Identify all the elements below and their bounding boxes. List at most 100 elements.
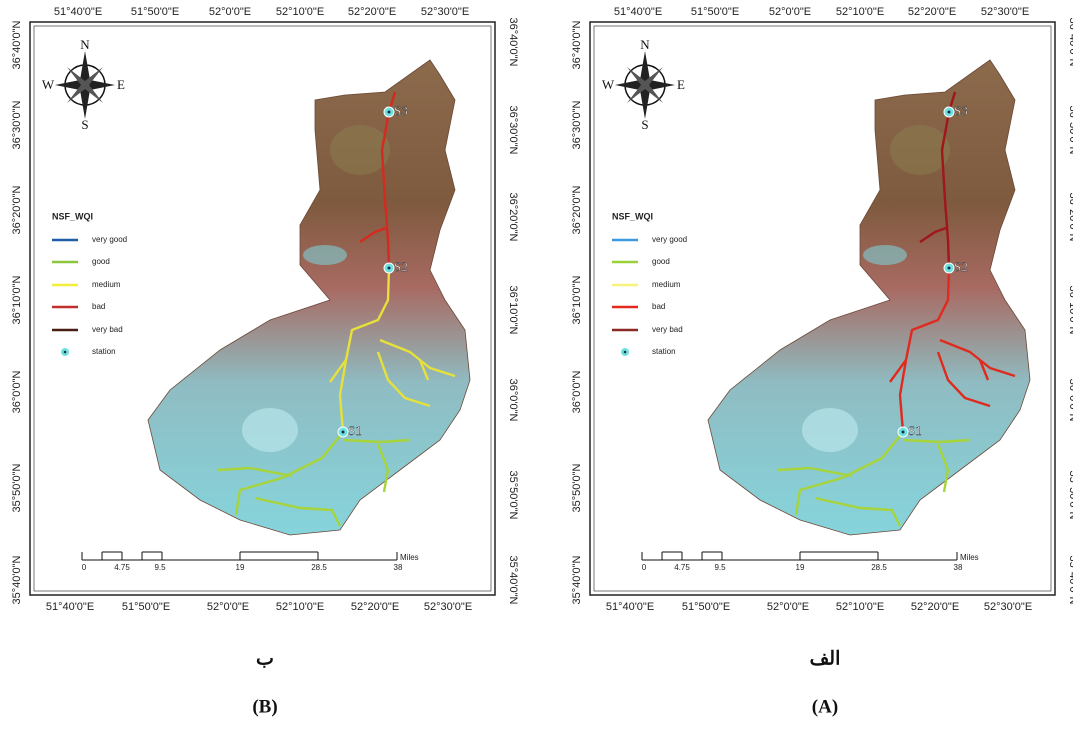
compass-label: S: [641, 117, 648, 132]
map-panel: 51°40'0"E 51°50'0"E 52°0'0"E 52°10'0"E 52°20…: [571, 6, 1073, 717]
top-tick-label: 52°10'0"E: [276, 6, 324, 18]
right-tick-label: 36°10'0"N: [1067, 286, 1073, 335]
station-dot: [948, 267, 951, 270]
terrain-patch: [863, 245, 907, 265]
legend-label: very bad: [652, 325, 683, 334]
scale-label: 4.75: [674, 563, 690, 572]
left-tick-label: 36°10'0"N: [571, 275, 583, 324]
left-tick-label: 36°10'0"N: [11, 275, 23, 324]
legend-label: station: [92, 347, 116, 356]
right-tick-label: 36°30'0"N: [1067, 106, 1073, 155]
legend-title: NSF_WQI: [612, 211, 653, 221]
right-tick-label: 36°0'0"N: [1067, 379, 1073, 422]
compass-label: E: [677, 77, 685, 92]
left-tick-label: 35°40'0"N: [11, 555, 23, 604]
compass-label: E: [117, 77, 125, 92]
scale-label: 28.5: [311, 563, 327, 572]
caption: الف: [810, 648, 841, 669]
compass-label: N: [80, 37, 90, 52]
right-tick-label: 35°40'0"N: [1067, 556, 1073, 605]
bottom-tick-label: 51°50'0"E: [122, 601, 170, 613]
scale-label: 9.5: [714, 563, 726, 572]
station-label: S3: [394, 103, 408, 118]
scale-label: 9.5: [154, 563, 166, 572]
station-dot: [388, 111, 391, 114]
bottom-tick-label: 51°40'0"E: [46, 601, 94, 613]
station-dot: [342, 431, 345, 434]
map-panel: 51°40'0"E 51°50'0"E 52°0'0"E 52°10'0"E 52°20…: [11, 6, 519, 717]
panel-letter: (B): [252, 696, 277, 717]
legend-station-dot: [64, 351, 67, 354]
legend-label: medium: [92, 280, 121, 289]
legend-label: very good: [652, 235, 687, 244]
right-tick-label: 36°0'0"N: [507, 379, 519, 422]
left-tick-label: 35°50'0"N: [571, 463, 583, 512]
legend-label: good: [652, 257, 670, 266]
scale-label: 19: [796, 563, 805, 572]
right-tick-label: 35°40'0"N: [507, 556, 519, 605]
station-label: S1: [348, 423, 362, 438]
legend-station-dot: [624, 351, 627, 354]
legend-title: NSF_WQI: [52, 211, 93, 221]
left-tick-label: 36°40'0"N: [571, 20, 583, 69]
left-tick-label: 36°0'0"N: [11, 371, 23, 414]
right-tick-label: 36°20'0"N: [507, 193, 519, 242]
scale-label: 38: [394, 563, 403, 572]
legend-label: bad: [92, 302, 105, 311]
bottom-tick-label: 52°30'0"E: [984, 601, 1032, 613]
left-tick-label: 36°20'0"N: [571, 185, 583, 234]
bottom-tick-label: 51°50'0"E: [682, 601, 730, 613]
top-tick-label: 51°50'0"E: [691, 6, 739, 18]
right-tick-label: 36°10'0"N: [507, 286, 519, 335]
right-tick-label: 35°50'0"N: [507, 471, 519, 520]
scale-label: 4.75: [114, 563, 130, 572]
legend-label: bad: [652, 302, 665, 311]
scale-label: 28.5: [871, 563, 887, 572]
right-tick-label: 36°30'0"N: [507, 106, 519, 155]
caption: ب: [256, 648, 274, 669]
station-dot: [388, 267, 391, 270]
scale-label: 38: [954, 563, 963, 572]
station-label: S1: [908, 423, 922, 438]
compass-label: N: [640, 37, 650, 52]
station-label: S2: [394, 259, 408, 274]
bottom-tick-label: 52°10'0"E: [276, 601, 324, 613]
station-label: S3: [954, 103, 968, 118]
station-dot: [948, 111, 951, 114]
top-tick-label: 52°0'0"E: [209, 6, 251, 18]
right-tick-label: 35°50'0"N: [1067, 471, 1073, 520]
left-tick-label: 36°30'0"N: [571, 100, 583, 149]
top-tick-label: 52°0'0"E: [769, 6, 811, 18]
bottom-tick-label: 52°20'0"E: [911, 601, 959, 613]
right-tick-label: 36°40'0"N: [1067, 18, 1073, 67]
scale-label: 0: [642, 563, 647, 572]
scale-unit: Miles: [400, 553, 419, 562]
terrain-patch: [303, 245, 347, 265]
compass-label: S: [81, 117, 88, 132]
scale-label: 0: [82, 563, 87, 572]
scale-unit: Miles: [960, 553, 979, 562]
bottom-tick-label: 52°30'0"E: [424, 601, 472, 613]
legend-label: very bad: [92, 325, 123, 334]
terrain-patch: [802, 408, 858, 452]
legend-label: very good: [92, 235, 127, 244]
compass-label: W: [42, 77, 55, 92]
bottom-tick-label: 52°10'0"E: [836, 601, 884, 613]
top-tick-label: 51°40'0"E: [54, 6, 102, 18]
right-tick-label: 36°20'0"N: [1067, 193, 1073, 242]
page: 51°40'0"E 51°50'0"E 52°0'0"E 52°10'0"E 52°20…: [0, 0, 1073, 726]
top-tick-label: 51°50'0"E: [131, 6, 179, 18]
bottom-tick-label: 52°0'0"E: [207, 601, 249, 613]
panel-letter: (A): [812, 696, 838, 717]
top-tick-label: 52°20'0"E: [348, 6, 396, 18]
left-tick-label: 35°40'0"N: [571, 555, 583, 604]
station-dot: [902, 431, 905, 434]
left-tick-label: 36°0'0"N: [571, 371, 583, 414]
top-tick-label: 51°40'0"E: [614, 6, 662, 18]
left-tick-label: 36°30'0"N: [11, 100, 23, 149]
left-tick-label: 36°40'0"N: [11, 20, 23, 69]
top-tick-label: 52°30'0"E: [421, 6, 469, 18]
bottom-tick-label: 51°40'0"E: [606, 601, 654, 613]
compass-label: W: [602, 77, 615, 92]
left-tick-label: 36°20'0"N: [11, 185, 23, 234]
